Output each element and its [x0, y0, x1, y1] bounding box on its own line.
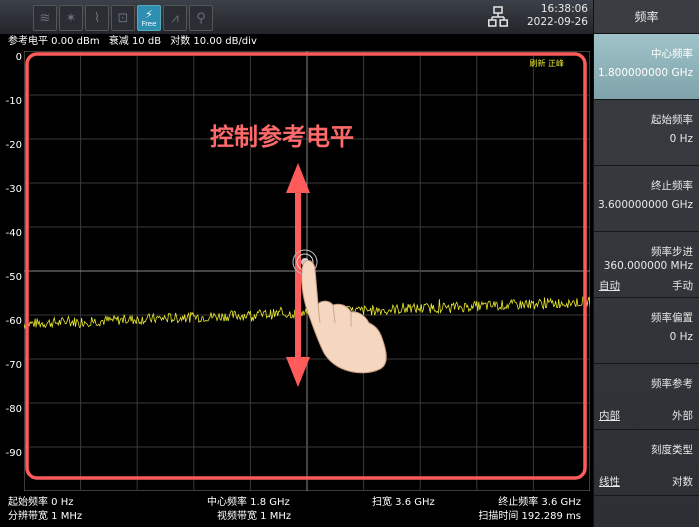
softkey-label: 刻度类型: [651, 444, 693, 456]
analyzer-screen: ≋ ✶ ⌇ ⊡ ⚡ Free ⩘ ⚲ 16:38:06 2022-09-26 参考…: [0, 0, 593, 522]
softkey-label: 起始频率: [651, 114, 693, 126]
free-run-label: Free: [141, 20, 157, 28]
softkey-start-freq[interactable]: 起始频率 0 Hz: [594, 100, 699, 166]
option-log[interactable]: 对数: [672, 476, 693, 488]
softkey-value: 1.800000000 GHz: [597, 67, 693, 79]
y-tick: 0: [15, 52, 22, 63]
center-freq-label: 中心频率 1.8 GHz: [207, 497, 290, 508]
vbw-label: 视频带宽 1 MHz: [217, 511, 292, 522]
ref-level-status[interactable]: 参考电平 0.00 dBm: [8, 36, 100, 47]
softkey-scale-type[interactable]: 刻度类型 线性 对数: [594, 430, 699, 496]
softkey-value: 0 Hz: [669, 133, 693, 145]
menu-title: 频率: [594, 0, 699, 34]
rbw-label: 分辨带宽 1 MHz: [8, 511, 83, 522]
y-tick: -50: [5, 272, 22, 283]
softkey-center-freq[interactable]: 中心频率 1.800000000 GHz: [594, 34, 699, 100]
softkey-freq-step[interactable]: 频率步进 360.000000 MHz 自动 手动: [594, 232, 699, 298]
softkey-freq-offset[interactable]: 频率偏置 0 Hz: [594, 298, 699, 364]
touch-hand-icon: [292, 249, 387, 374]
sweep-time-label: 扫描时间 192.289 ms: [478, 511, 581, 522]
softkey-value: 0 Hz: [669, 331, 693, 343]
softkey-label: 频率偏置: [651, 312, 693, 324]
y-tick: -20: [5, 140, 22, 151]
softkey-stop-freq[interactable]: 终止频率 3.600000000 GHz: [594, 166, 699, 232]
marker-icon[interactable]: ✶: [59, 5, 83, 31]
top-toolbar: ≋ ✶ ⌇ ⊡ ⚡ Free ⩘ ⚲ 16:38:06 2022-09-26: [0, 0, 593, 34]
span-label: 扫宽 3.6 GHz: [372, 497, 435, 508]
start-freq-label: 起始频率 0 Hz: [8, 497, 74, 508]
softkey-value: 360.000000 MHz: [603, 260, 693, 272]
y-tick: -90: [5, 448, 22, 459]
y-tick: -30: [5, 184, 22, 195]
scale-status[interactable]: 对数 10.00 dB/div: [170, 36, 257, 47]
highlight-frame: [25, 52, 587, 480]
plot-grid: [24, 51, 590, 491]
trace-icon[interactable]: ⌇: [85, 5, 109, 31]
softkey-label: 频率步进: [651, 246, 693, 258]
stop-freq-label: 终止频率 3.6 GHz: [498, 497, 581, 508]
y-tick: -80: [5, 404, 22, 415]
y-tick: -10: [5, 96, 22, 107]
y-tick: -40: [5, 228, 22, 239]
clock: 16:38:06 2022-09-26: [512, 3, 588, 29]
option-external[interactable]: 外部: [672, 410, 693, 422]
free-run-icon[interactable]: ⚡ Free: [137, 5, 161, 31]
spectrum-trace: [24, 295, 590, 330]
status-bar: 参考电平 0.00 dBm 衰减 10 dB 对数 10.00 dB/div: [0, 35, 593, 49]
spectrum-plot[interactable]: 刷新 正峰 控制参考电平: [24, 51, 590, 491]
softkey-label: 频率参考: [651, 378, 693, 390]
atten-status[interactable]: 衰减 10 dB: [108, 36, 162, 47]
time-label: 16:38:06: [540, 3, 588, 15]
measure-icon[interactable]: ≋: [33, 5, 57, 31]
network-icon: [488, 6, 508, 27]
overlay-caption: 控制参考电平: [210, 123, 354, 151]
option-auto[interactable]: 自动: [599, 280, 620, 292]
up-down-arrow-icon: [286, 163, 310, 387]
trace-mode-indicator: 刷新 正峰: [529, 58, 564, 68]
softkey-value: 3.600000000 GHz: [597, 199, 693, 211]
y-tick: -60: [5, 316, 22, 327]
softkey-freq-reference[interactable]: 频率参考 内部 外部: [594, 364, 699, 430]
chart-icon[interactable]: ⩘: [163, 5, 187, 31]
zoom-icon[interactable]: ⚲: [189, 5, 213, 31]
softkey-label: 中心频率: [651, 48, 693, 60]
option-manual[interactable]: 手动: [672, 280, 693, 292]
softkey-menu: 频率 中心频率 1.800000000 GHz 起始频率 0 Hz 终止频率 3…: [593, 0, 699, 527]
option-linear[interactable]: 线性: [599, 476, 620, 488]
option-internal[interactable]: 内部: [599, 410, 620, 422]
y-tick: -70: [5, 360, 22, 371]
date-label: 2022-09-26: [526, 16, 588, 28]
trigger-icon[interactable]: ⊡: [111, 5, 135, 31]
softkey-label: 终止频率: [651, 180, 693, 192]
